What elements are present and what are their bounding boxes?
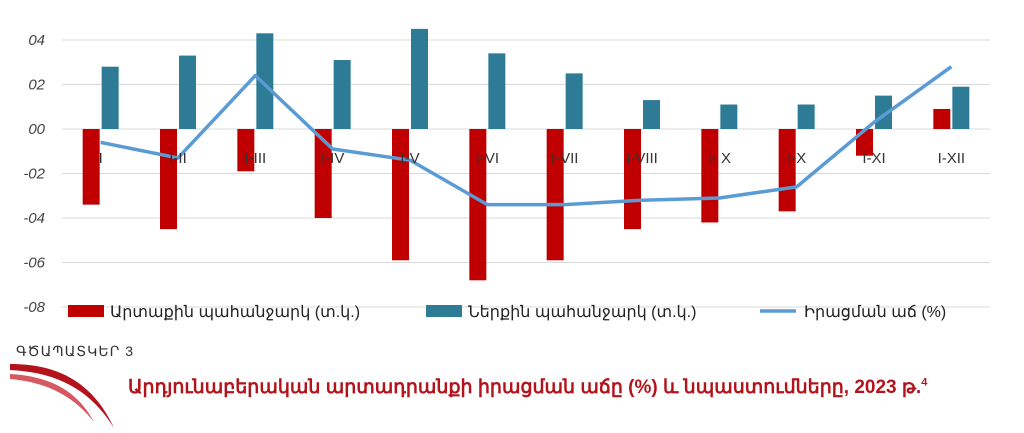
category-label: I- X (708, 150, 731, 167)
bar-external-demand (778, 129, 796, 212)
bar-domestic-demand (952, 86, 970, 129)
category-label: I-X (787, 150, 806, 167)
y-tick-label: -08 (23, 299, 45, 316)
bar-domestic-demand (256, 33, 274, 130)
bar-domestic-demand (179, 55, 196, 130)
bars (82, 28, 970, 281)
bar-domestic-demand (488, 53, 506, 129)
legend-label-domestic: Ներքին պահանջարկ (տ.կ.) (468, 304, 696, 321)
bar-domestic-demand (643, 100, 660, 129)
bar-external-demand (392, 129, 409, 261)
y-tick-label: -06 (23, 255, 45, 272)
bar-external-demand (546, 129, 564, 261)
category-label: I-VII (551, 150, 579, 167)
figure-title-text: Արդյունաբերական արտադրանքի իրացման աճը (… (128, 377, 922, 398)
category-label: I-XI (862, 150, 885, 167)
bar-external-demand (933, 108, 951, 129)
bar-external-demand (82, 129, 100, 205)
category-label: I-II (169, 150, 187, 167)
legend: Արտաքին պահանջարկ (տ.կ.) Ներքին պահանջարկ… (68, 304, 946, 321)
bar-domestic-demand (333, 60, 351, 129)
gridlines (62, 39, 990, 308)
bar-external-demand (469, 129, 487, 281)
category-label: I-III (244, 150, 266, 167)
category-label: I (99, 150, 103, 167)
category-label: I-VIII (626, 150, 658, 167)
y-tick-label: 02 (28, 77, 45, 94)
bar-external-demand (237, 129, 255, 172)
category-label: I-VI (476, 150, 499, 167)
logo-swoosh-icon (10, 364, 114, 428)
growth-line (100, 65, 953, 207)
bar-external-demand (624, 129, 641, 230)
legend-swatch-external (68, 305, 104, 317)
category-labels: I I-II I-III I-IV I-V I-VI I-VII I-VIII I- X I-X I… (99, 150, 966, 167)
y-tick-label: 04 (28, 32, 45, 49)
chart: 04 02 00 -02 -04 -06 -08 I I-II I-III I-IV I-V I-VI… (23, 28, 990, 321)
bar-external-demand (314, 129, 332, 218)
bar-external-demand (701, 129, 719, 223)
figure-label: ԳԾԱՊԱՏԿԵՐ 3 (16, 343, 135, 359)
title-footnote: 4 (921, 376, 928, 389)
category-label: I-V (400, 150, 419, 167)
legend-label-growth: Իրացման աճ (%) (804, 304, 946, 321)
bar-domestic-demand (720, 104, 738, 129)
bar-external-demand (160, 129, 177, 230)
figure-title: Արդյունաբերական արտադրանքի իրացման աճը (… (128, 376, 927, 399)
bar-domestic-demand (411, 28, 428, 129)
line-sales-growth (100, 65, 953, 207)
y-tick-label: -04 (23, 210, 45, 227)
category-label: I-XII (938, 150, 966, 167)
legend-label-external: Արտաքին պահանջարկ (տ.կ.) (110, 304, 360, 321)
bar-domestic-demand (565, 73, 583, 129)
y-tick-label: -02 (23, 166, 45, 183)
y-axis-ticks: 04 02 00 -02 -04 -06 -08 (23, 32, 45, 316)
legend-swatch-domestic (426, 305, 462, 317)
y-tick-label: 00 (28, 121, 45, 138)
bar-domestic-demand (101, 66, 119, 129)
bar-domestic-demand (797, 104, 815, 129)
category-label: I-IV (321, 150, 344, 167)
